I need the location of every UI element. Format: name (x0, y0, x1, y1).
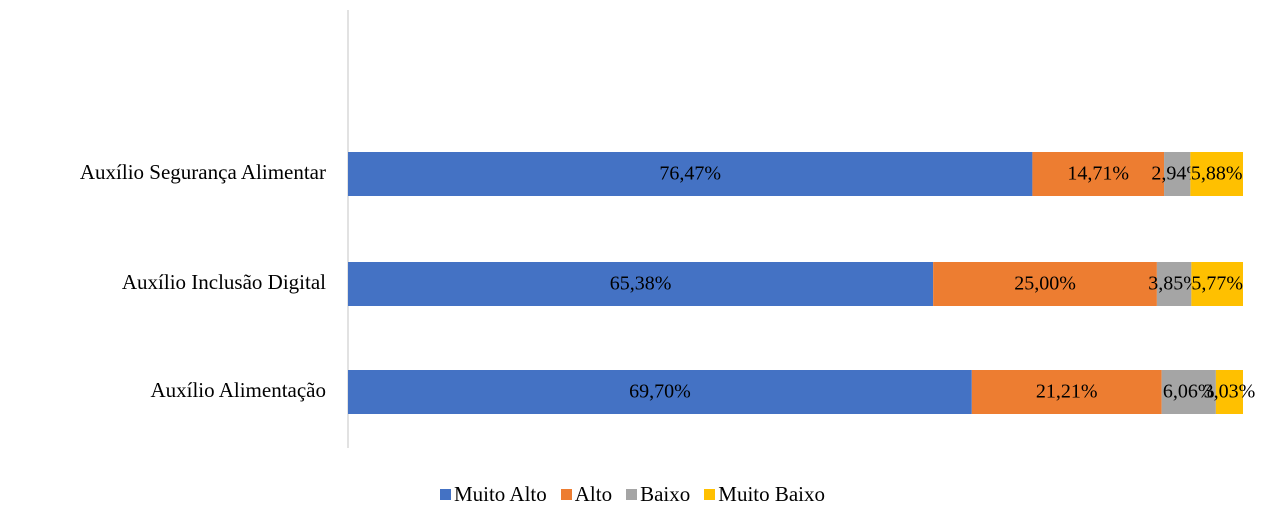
data-label: 6,06% (1163, 381, 1215, 403)
legend-item: Baixo (626, 482, 690, 507)
bar-segment (1191, 262, 1243, 306)
category-label: Auxílio Inclusão Digital (122, 270, 326, 294)
data-label: 5,88% (1191, 163, 1243, 185)
data-label: 3,85% (1148, 273, 1200, 295)
data-label: 5,77% (1191, 273, 1243, 295)
legend-swatch (560, 489, 572, 500)
data-label: 65,38% (610, 273, 672, 295)
data-label: 25,00% (1014, 273, 1076, 295)
bar-segment (1164, 152, 1191, 196)
data-label: 14,71% (1067, 163, 1129, 185)
bar-segment (1190, 152, 1243, 196)
data-label: 69,70% (629, 381, 691, 403)
data-label: 2,94% (1151, 163, 1203, 185)
bar-segment (348, 262, 934, 306)
bar-segment (933, 262, 1157, 306)
category-label: Auxílio Alimentação (150, 378, 326, 402)
bar-segment (348, 370, 972, 414)
data-label: 21,21% (1036, 381, 1098, 403)
legend-item: Muito Baixo (704, 482, 825, 507)
legend: Muito Alto Alto Baixo Muito Baixo (0, 482, 1265, 507)
legend-label: Muito Baixo (718, 482, 826, 506)
category-label: Auxílio Segurança Alimentar (80, 160, 326, 184)
legend-label: Muito Alto (453, 482, 547, 506)
legend-item: Muito Alto (439, 482, 547, 507)
bar-segment (971, 370, 1162, 414)
legend-swatch (439, 489, 451, 500)
legend-item: Alto (560, 482, 613, 507)
legend-swatch (626, 489, 638, 500)
legend-label: Alto (574, 482, 613, 506)
chart: Auxílio Segurança Alimentar 76,47% 14,71% 2… (80, 10, 1256, 448)
data-label: 3,03% (1204, 381, 1256, 403)
bar-segment (1156, 262, 1192, 306)
data-label: 76,47% (659, 163, 721, 185)
bar-segment (1161, 370, 1216, 414)
bar-segment (1215, 370, 1243, 414)
bar-segment (1032, 152, 1165, 196)
legend-swatch (704, 489, 716, 500)
bar-segment (348, 152, 1033, 196)
legend-label: Baixo (640, 482, 691, 506)
